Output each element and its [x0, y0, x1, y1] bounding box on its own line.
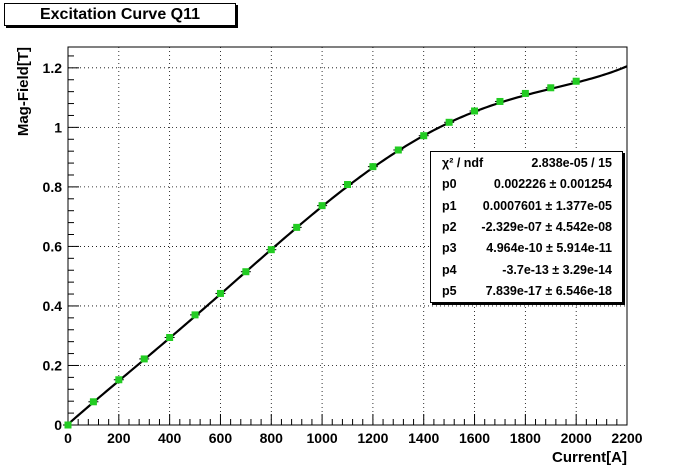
data-point: [242, 268, 250, 276]
y-tick-label: 1.2: [43, 60, 63, 76]
stat-row: p5 7.839e-17 ± 6.546e-18: [431, 281, 622, 302]
y-tick-label: 0: [54, 417, 62, 433]
stat-name: p3: [442, 241, 457, 256]
stat-name: p4: [442, 262, 457, 277]
x-tick-label: 800: [260, 430, 284, 446]
data-point: [216, 289, 224, 297]
data-point: [344, 181, 351, 189]
stat-value: -3.7e-13 ± 3.29e-14: [502, 262, 612, 277]
data-point: [572, 77, 580, 85]
data-point: [191, 311, 199, 319]
title-box: Excitation Curve Q11: [4, 3, 236, 26]
data-point: [521, 89, 529, 97]
data-point: [547, 84, 555, 92]
stat-value: 0.0007601 ± 1.377e-05: [482, 198, 612, 213]
data-point: [140, 355, 148, 363]
stat-value: 7.839e-17 ± 6.546e-18: [485, 283, 612, 298]
stat-row: p1 0.0007601 ± 1.377e-05: [431, 196, 622, 217]
stat-value: 4.964e-10 ± 5.914e-11: [486, 241, 612, 256]
x-tick-label: 1400: [408, 430, 439, 446]
stat-name: χ² / ndf: [442, 156, 484, 170]
data-point: [166, 333, 174, 341]
y-axis-label: Mag-Field[T]: [15, 47, 32, 136]
stat-name: p2: [442, 219, 457, 234]
y-tick-label: 0.2: [43, 357, 63, 373]
data-point: [267, 246, 275, 254]
data-point: [293, 223, 301, 231]
x-tick-label: 400: [158, 430, 182, 446]
stat-row: p3 4.964e-10 ± 5.914e-11: [431, 238, 622, 259]
y-tick-label: 0.8: [43, 179, 63, 195]
stat-name: p5: [442, 283, 457, 298]
stat-value: 2.838e-05 / 15: [531, 156, 612, 170]
x-tick-label: 1600: [459, 430, 490, 446]
x-tick-label: 1000: [307, 430, 338, 446]
stat-row: χ² / ndf 2.838e-05 / 15: [431, 153, 622, 174]
data-point: [318, 202, 326, 210]
stat-row: p4 -3.7e-13 ± 3.29e-14: [431, 260, 622, 281]
y-tick-label: 1: [54, 119, 62, 135]
x-tick-label: 600: [209, 430, 233, 446]
x-tick-label: 200: [107, 430, 131, 446]
stat-value: -2.329e-07 ± 4.542e-08: [481, 219, 612, 234]
x-tick-label: 2000: [561, 430, 592, 446]
plot-frame: [67, 46, 628, 426]
data-point: [89, 398, 97, 406]
data-points: [63, 77, 582, 429]
data-point: [471, 107, 479, 115]
chart-title: Excitation Curve Q11: [39, 6, 201, 23]
x-tick-label: 0: [64, 430, 72, 446]
axis-ticks: [67, 55, 628, 426]
fit-stats-box: χ² / ndf 2.838e-05 / 15 p0 0.002226 ± 0.001…: [430, 151, 623, 303]
stat-row: p2 -2.329e-07 ± 4.542e-08: [431, 217, 622, 238]
x-tick-label: 2200: [611, 430, 642, 446]
stat-name: p1: [442, 198, 457, 213]
data-point: [445, 118, 453, 126]
tick-labels: 0 200 400 600 800 1000 1200 1400 1600 1800 2000 220…: [43, 60, 643, 446]
x-tick-label: 1800: [510, 430, 541, 446]
data-point: [496, 97, 504, 105]
data-point: [394, 146, 402, 154]
stat-name: p0: [442, 177, 457, 192]
data-point: [115, 376, 123, 384]
y-tick-label: 0.4: [43, 298, 63, 314]
x-axis-label: Current[A]: [552, 449, 627, 466]
stat-value: 0.002226 ± 0.001254: [493, 177, 612, 192]
x-tick-label: 1200: [357, 430, 388, 446]
data-point: [64, 421, 72, 429]
stat-row: p0 0.002226 ± 0.001254: [431, 174, 622, 195]
y-tick-label: 0.6: [43, 238, 63, 254]
data-point: [420, 132, 428, 140]
data-point: [369, 163, 377, 171]
